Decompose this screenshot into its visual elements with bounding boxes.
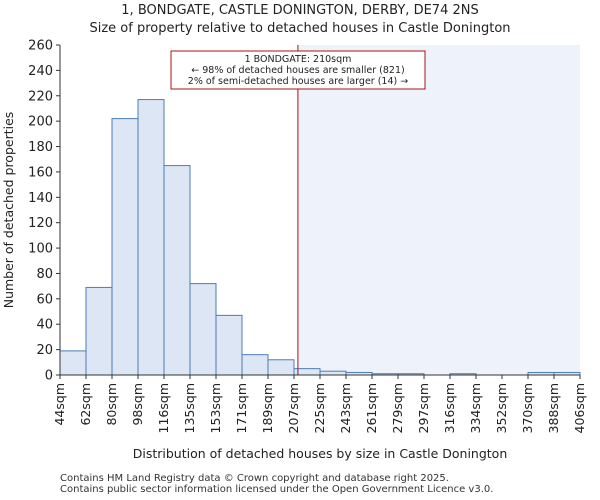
y-axis-title: Number of detached properties [1, 112, 16, 309]
x-tick-label: 316sqm [442, 383, 457, 433]
x-tick-label: 406sqm [572, 383, 587, 433]
x-tick-label: 370sqm [520, 383, 535, 433]
x-tick-label: 171sqm [234, 383, 249, 433]
footer-line1: Contains HM Land Registry data © Crown c… [60, 473, 449, 484]
x-tick-label: 153sqm [208, 383, 223, 433]
x-tick-label: 189sqm [260, 383, 275, 433]
y-tick-label: 100 [28, 242, 53, 257]
histogram-bar [189, 283, 217, 376]
histogram-bar [241, 354, 269, 376]
histogram-bar [319, 370, 347, 376]
annotation-text: 2% of semi-detached houses are larger (1… [188, 76, 408, 87]
y-tick-label: 20 [36, 343, 53, 358]
x-tick-label: 297sqm [416, 383, 431, 433]
y-tick-label: 140 [28, 191, 53, 206]
highlight-region [297, 45, 580, 375]
y-tick-label: 160 [28, 165, 53, 180]
x-tick-label: 279sqm [390, 383, 405, 433]
x-tick-label: 334sqm [468, 383, 483, 433]
histogram-bar [267, 359, 295, 376]
x-tick-label: 44sqm [52, 383, 67, 426]
annotation-text: ← 98% of detached houses are smaller (82… [191, 65, 404, 76]
histogram-bar [137, 99, 165, 376]
y-tick-label: 260 [28, 39, 53, 54]
histogram-bar [59, 350, 87, 376]
x-tick-label: 80sqm [104, 383, 119, 426]
x-tick-label: 388sqm [546, 383, 561, 433]
chart-title-line2: Size of property relative to detached ho… [89, 21, 511, 36]
histogram-bar [163, 165, 191, 376]
y-tick-label: 60 [36, 292, 53, 307]
y-tick-label: 0 [45, 369, 53, 384]
x-tick-label: 135sqm [182, 383, 197, 433]
y-tick-label: 120 [28, 216, 53, 231]
annotation-text: 1 BONDGATE: 210sqm [245, 54, 352, 65]
y-tick-label: 200 [28, 115, 53, 130]
y-tick-label: 220 [28, 89, 53, 104]
x-tick-label: 243sqm [338, 383, 353, 433]
chart-title-line1: 1, BONDGATE, CASTLE DONINGTON, DERBY, DE… [121, 3, 479, 18]
histogram-bar [85, 286, 113, 376]
annotation-box [170, 50, 426, 90]
y-tick-label: 80 [36, 267, 53, 282]
histogram-bar [111, 118, 139, 376]
x-tick-label: 261sqm [364, 383, 379, 433]
y-tick-label: 40 [36, 318, 53, 333]
x-tick-label: 352sqm [494, 383, 509, 433]
x-tick-label: 116sqm [156, 383, 171, 433]
x-tick-label: 62sqm [78, 383, 93, 426]
histogram-bar [215, 314, 243, 376]
x-axis-title: Distribution of detached houses by size … [133, 446, 508, 461]
x-tick-label: 225sqm [312, 383, 327, 433]
y-tick-label: 180 [28, 140, 53, 155]
y-tick-label: 240 [28, 64, 53, 79]
x-tick-label: 207sqm [286, 383, 301, 433]
footer-line2: Contains public sector information licen… [60, 484, 494, 495]
x-tick-label: 98sqm [130, 383, 145, 426]
